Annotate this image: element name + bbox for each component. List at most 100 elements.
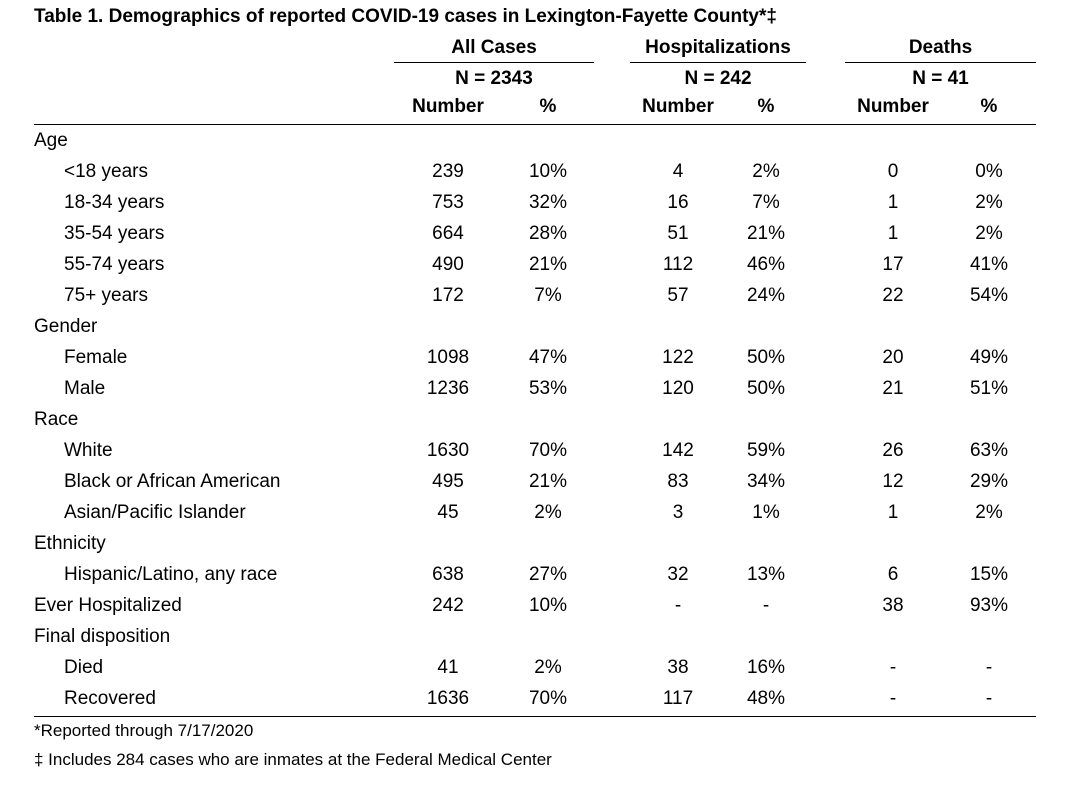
subheader-percent: % [539, 96, 557, 117]
row-label: 55-74 years [64, 254, 165, 275]
table-cell: 120 [662, 378, 694, 399]
table-cell: 70% [528, 440, 568, 461]
table-cell: 16 [667, 192, 689, 213]
table-cell: 2% [975, 192, 1003, 213]
table-cell: 4 [672, 161, 684, 182]
subheader-percent: % [757, 96, 775, 117]
table-cell: 12 [882, 471, 904, 492]
row-label: Age [34, 130, 68, 151]
table-cell: 13% [746, 564, 786, 585]
table-row: Died 41 2% 38 16% - - [0, 653, 1066, 684]
table-cell: 112 [662, 254, 694, 275]
table-cell: 83 [667, 471, 689, 492]
table-cell: 1236 [426, 378, 470, 399]
table-cell: - [985, 688, 993, 709]
table-row: Female 1098 47% 122 50% 20 49% [0, 343, 1066, 374]
table-cell: 122 [662, 347, 694, 368]
table-row: White 1630 70% 142 59% 26 63% [0, 436, 1066, 467]
table-cell: 753 [432, 192, 464, 213]
section-row: Race [0, 405, 1066, 436]
table-cell: 2% [975, 223, 1003, 244]
table-cell: - [985, 657, 993, 678]
table-cell: 0 [887, 161, 899, 182]
table-cell: - [889, 657, 897, 678]
table-cell: 1 [887, 223, 899, 244]
table-cell: 38 [667, 657, 689, 678]
table-cell: 53% [528, 378, 568, 399]
footnote-inmates: ‡ Includes 284 cases who are inmates at … [34, 750, 552, 769]
table-cell: 0% [975, 161, 1003, 182]
table-cell: 16% [746, 657, 786, 678]
table-cell: 2% [534, 502, 562, 523]
table-cell: 172 [432, 285, 464, 306]
table-cell: 26 [882, 440, 904, 461]
row-label: 35-54 years [64, 223, 165, 244]
table-cell: 51% [969, 378, 1009, 399]
table-cell: 32 [667, 564, 689, 585]
table-cell: 22 [882, 285, 904, 306]
row-label: Final disposition [34, 626, 171, 647]
row-label: Male [64, 378, 106, 399]
table-cell: 1636 [426, 688, 470, 709]
table-cell: - [889, 688, 897, 709]
table-cell: 46% [746, 254, 786, 275]
section-row: Ethnicity [0, 529, 1066, 560]
row-label: Recovered [64, 688, 156, 709]
table-cell: 54% [969, 285, 1009, 306]
footnote-reported: *Reported through 7/17/2020 [34, 721, 254, 740]
table-cell: 47% [528, 347, 568, 368]
table-row: <18 years 239 10% 4 2% 0 0% [0, 157, 1066, 188]
table-cell: 41 [437, 657, 459, 678]
group-name: Deaths [908, 37, 973, 58]
row-label: Female [64, 347, 128, 368]
group-header-hospitalizations: Hospitalizations N = 242 [630, 34, 806, 93]
table-cell: 495 [432, 471, 464, 492]
table-body: Age <18 years 239 10% 4 2% 0 0% 18-34 years 753 32… [0, 126, 1066, 715]
group-n: N = 242 [630, 62, 806, 93]
table-row: 55-74 years 490 21% 112 46% 17 41% [0, 250, 1066, 281]
table-cell: 7% [534, 285, 562, 306]
table-cell: 15% [969, 564, 1009, 585]
table-cell: 10% [528, 595, 568, 616]
table-cell: 21 [882, 378, 904, 399]
table-cell: 6 [887, 564, 899, 585]
group-header-all-cases: All Cases N = 2343 [394, 34, 594, 93]
table-cell: 50% [746, 347, 786, 368]
table-cell: 29% [969, 471, 1009, 492]
table-cell: 2% [534, 657, 562, 678]
table-cell: 17 [882, 254, 904, 275]
table-cell: 1 [887, 502, 899, 523]
row-label: 75+ years [64, 285, 148, 306]
table-cell: 664 [432, 223, 464, 244]
table-cell: 490 [432, 254, 464, 275]
table-cell: 59% [746, 440, 786, 461]
group-header-deaths: Deaths N = 41 [845, 34, 1036, 93]
row-label: White [64, 440, 113, 461]
table-cell: 20 [882, 347, 904, 368]
row-label: Died [64, 657, 104, 678]
table-row: Male 1236 53% 120 50% 21 51% [0, 374, 1066, 405]
row-label: Ethnicity [34, 533, 106, 554]
table-cell: 24% [746, 285, 786, 306]
section-row: Gender [0, 312, 1066, 343]
table-cell: 2% [975, 502, 1003, 523]
table-cell: 1630 [426, 440, 470, 461]
table-cell: 45 [437, 502, 459, 523]
table-cell: 32% [528, 192, 568, 213]
row-label: Asian/Pacific Islander [64, 502, 246, 523]
bottom-rule [34, 716, 1036, 717]
table-cell: 3 [672, 502, 684, 523]
section-row: Final disposition [0, 622, 1066, 653]
row-label: Ever Hospitalized [34, 595, 182, 616]
group-n: N = 41 [845, 62, 1036, 93]
table-title: Table 1. Demographics of reported COVID-… [34, 6, 777, 27]
table-cell: 239 [432, 161, 464, 182]
table-cell: 1098 [426, 347, 470, 368]
subheader-percent: % [980, 96, 998, 117]
table-cell: 63% [969, 440, 1009, 461]
table-row: Black or African American 495 21% 83 34% 12 29… [0, 467, 1066, 498]
table-cell: 2% [752, 161, 780, 182]
row-label: <18 years [64, 161, 148, 182]
row-label: 18-34 years [64, 192, 165, 213]
row-label: Hispanic/Latino, any race [64, 564, 278, 585]
